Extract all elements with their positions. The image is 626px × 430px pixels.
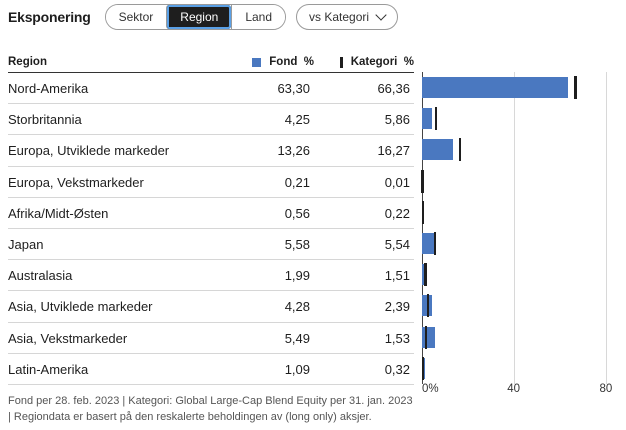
kategori-marker — [421, 200, 425, 224]
comparison-dropdown-label: vs Kategori — [309, 10, 370, 24]
gridline-40 — [514, 72, 516, 384]
kategori-marker — [434, 107, 437, 131]
region-name: Europa, Utviklede markeder — [8, 143, 170, 159]
kategori-value: 0,01 — [384, 174, 410, 190]
fond-bar — [422, 233, 435, 254]
region-name: Afrika/Midt-Østen — [8, 205, 109, 221]
column-header-fond-label: Fond — [269, 56, 298, 68]
kategori-marker — [424, 325, 428, 349]
region-name: Asia, Vekstmarkeder — [8, 330, 128, 346]
footnote: Fond per 28. feb. 2023 | Kategori: Globa… — [8, 395, 413, 423]
fond-value: 0,56 — [284, 205, 310, 221]
kategori-marker — [458, 138, 462, 162]
chart-baseline — [422, 72, 423, 384]
column-header-region: Region — [8, 56, 47, 68]
column-header-kategori-label: Kategori — [350, 56, 398, 68]
table-row: Europa, Vekstmarkeder 0,21 0,01 — [8, 167, 414, 198]
kategori-marker — [424, 263, 427, 287]
fond-value: 1,99 — [284, 268, 310, 284]
table-row: Asia, Utviklede markeder 4,28 2,39 — [8, 291, 414, 323]
x-tick-label-40: 40 — [507, 383, 521, 395]
column-header-kategori-unit: % — [403, 56, 414, 68]
fond-value: 4,28 — [284, 299, 310, 315]
tab-land[interactable]: Land — [231, 5, 286, 29]
region-name: Europa, Vekstmarkeder — [8, 174, 144, 190]
comparison-dropdown[interactable]: vs Kategori — [296, 4, 399, 30]
fond-legend-swatch-icon — [252, 57, 262, 67]
kategori-value: 0,32 — [384, 361, 410, 377]
table-row: Europa, Utviklede markeder 13,26 16,27 — [8, 135, 414, 167]
region-name: Nord-Amerika — [8, 81, 89, 96]
x-tick-label-80: 80 — [599, 383, 613, 395]
fond-bar — [422, 264, 427, 286]
kategori-value: 1,51 — [384, 268, 410, 284]
table-row: Storbritannia 4,25 5,86 — [8, 104, 414, 136]
kategori-value: 16,27 — [377, 143, 410, 159]
gridline-80 — [606, 72, 608, 384]
fond-bar — [422, 108, 432, 130]
kategori-value: 0,22 — [384, 205, 410, 221]
kategori-value: 1,53 — [384, 330, 410, 346]
table-row: Japan 5,58 5,54 — [8, 229, 414, 261]
column-header-fond: Fond % — [252, 56, 314, 68]
kategori-value: 5,54 — [384, 236, 410, 252]
table-row: Nord-Amerika 63,30 66,36 — [8, 73, 414, 105]
fond-bar — [422, 139, 453, 161]
table-row: Asia, Vekstmarkeder 5,49 1,53 — [8, 323, 414, 354]
fond-value: 1,09 — [284, 361, 310, 377]
fond-value: 4,25 — [284, 112, 310, 128]
kategori-value: 66,36 — [377, 81, 410, 96]
fond-value: 13,26 — [277, 143, 310, 159]
region-name: Storbritannia — [8, 112, 82, 128]
region-name: Latin-Amerika — [8, 361, 89, 377]
exposure-tab-group: Sektor Region Land — [104, 4, 287, 30]
column-header-fond-unit: % — [303, 56, 314, 68]
region-name: Asia, Utviklede markeder — [8, 299, 153, 315]
kategori-marker — [433, 232, 437, 255]
kategori-value: 5,86 — [384, 112, 410, 128]
exposure-bar-chart — [421, 72, 618, 384]
table-header: Region Fond % Kategori % — [8, 52, 414, 72]
section-title: Eksponering — [8, 9, 91, 25]
table-row: Australasia 1,99 1,51 — [8, 260, 414, 292]
x-tick-label-0: 0% — [422, 383, 439, 395]
region-name: Australasia — [8, 268, 73, 284]
kategori-marker — [421, 356, 425, 380]
fond-value: 5,49 — [284, 330, 310, 346]
exposure-header: Eksponering Sektor Region Land vs Katego… — [8, 4, 399, 30]
tab-region[interactable]: Region — [166, 5, 232, 29]
chevron-down-icon — [375, 9, 387, 21]
table-row: Afrika/Midt-Østen 0,56 0,22 — [8, 198, 414, 229]
tab-sektor[interactable]: Sektor — [105, 5, 167, 29]
column-header-kategori: Kategori % — [339, 56, 414, 68]
kategori-marker — [574, 76, 577, 99]
fond-value: 63,30 — [277, 81, 310, 96]
fond-value: 0,21 — [284, 174, 310, 190]
kategori-value: 2,39 — [384, 299, 410, 315]
table-row: Latin-Amerika 1,09 0,32 — [8, 354, 414, 385]
region-name: Japan — [8, 236, 44, 252]
kategori-marker — [421, 169, 424, 193]
fond-value: 5,58 — [284, 236, 310, 252]
region-table: Nord-Amerika 63,30 66,36 Storbritannia 4,25 5… — [8, 72, 414, 385]
fond-bar — [422, 77, 568, 98]
kategori-marker — [426, 294, 429, 318]
kategori-legend-marker-icon — [339, 56, 343, 68]
